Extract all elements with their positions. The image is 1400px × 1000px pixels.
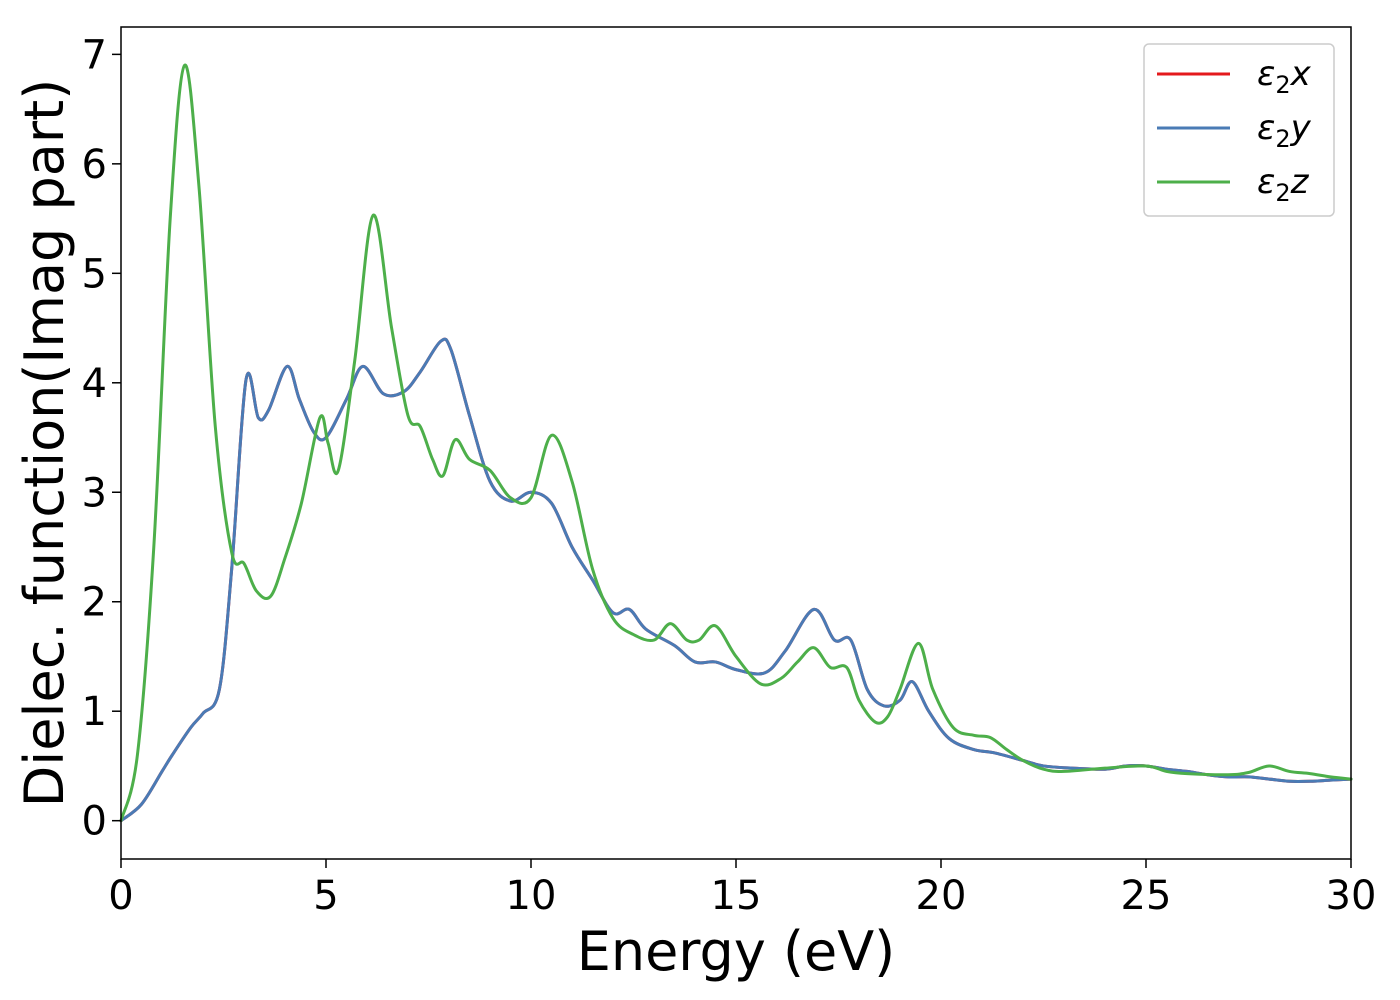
legend-label-x: ε2x (1257, 54, 1312, 99)
legend-label-y: ε2y (1257, 108, 1312, 153)
legend-box (1143, 43, 1335, 217)
x-tick-label: 30 (1326, 873, 1377, 919)
y-tick-label: 3 (82, 470, 107, 516)
y-tick-label: 1 (82, 689, 107, 735)
y-tick-label: 2 (82, 580, 107, 626)
x-tick-label: 0 (108, 873, 133, 919)
x-tick-label: 25 (1121, 873, 1172, 919)
x-tick-label: 20 (916, 873, 967, 919)
y-tick-label: 7 (82, 32, 107, 78)
x-tick-label: 15 (711, 873, 762, 919)
y-tick-label: 5 (82, 251, 107, 297)
y-axis-title: Dielec. function(Imag part) (13, 79, 76, 808)
series-line-z (119, 63, 1353, 823)
series-layer (119, 63, 1353, 823)
x-tick-label: 5 (313, 873, 338, 919)
legend: ε2x ε2y ε2z (1143, 43, 1335, 217)
y-tick-label: 0 (82, 799, 107, 845)
x-axis: 0 5 10 15 20 25 30 (108, 859, 1376, 919)
y-axis: 0 1 2 3 4 5 6 7 (82, 32, 121, 845)
y-tick-label: 6 (82, 142, 107, 188)
x-tick-label: 10 (506, 873, 557, 919)
legend-label-z: ε2z (1257, 162, 1310, 207)
x-axis-title: Energy (eV) (577, 920, 896, 983)
y-tick-label: 4 (82, 361, 107, 407)
